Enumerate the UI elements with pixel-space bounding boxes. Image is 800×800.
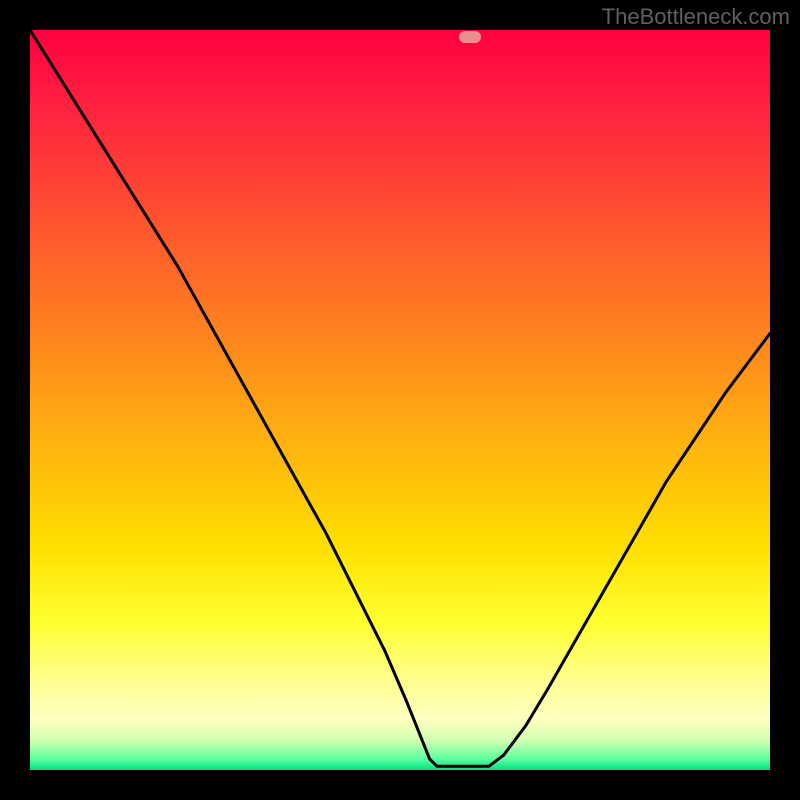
watermark-text: TheBottleneck.com: [602, 4, 790, 30]
plot-area: [30, 30, 770, 770]
chart-container: TheBottleneck.com: [0, 0, 800, 800]
curve-path: [30, 30, 770, 766]
optimal-marker: [459, 31, 481, 43]
bottleneck-curve: [30, 30, 770, 770]
